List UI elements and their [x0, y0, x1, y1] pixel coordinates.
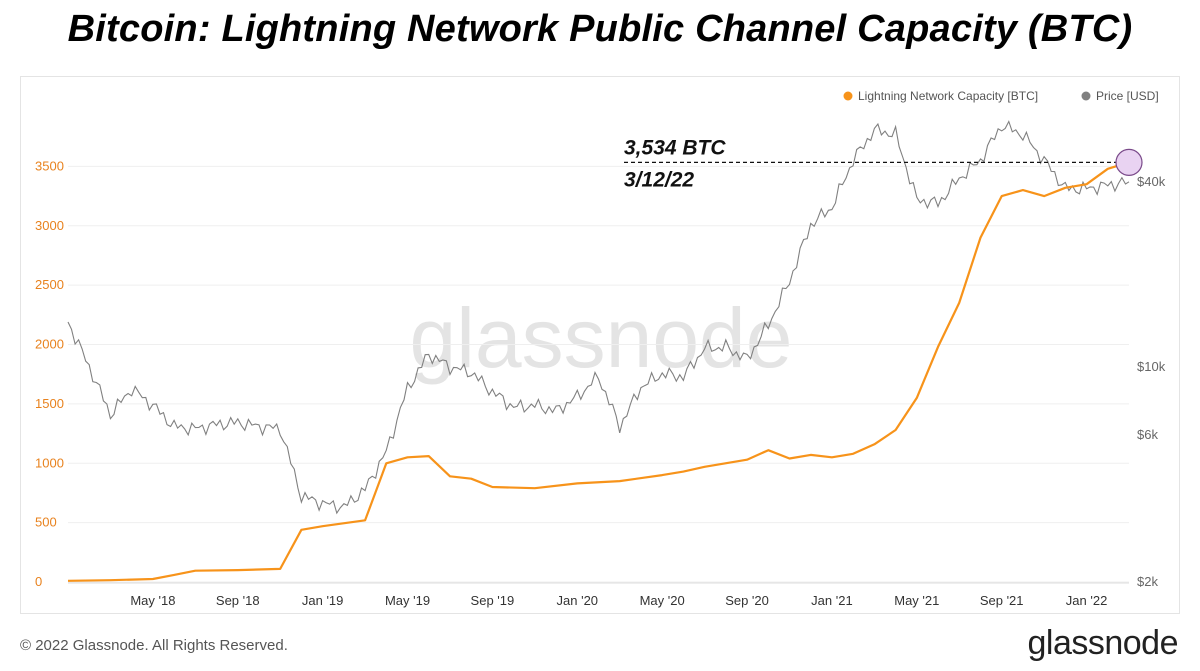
y-right-tick-label: $10k	[1137, 359, 1166, 374]
series-layer	[67, 120, 1130, 582]
annotation-layer: 3,534 BTC 3/12/22	[624, 136, 1143, 191]
x-tick-label: Sep '21	[980, 593, 1024, 608]
annotation-highlight-circle	[1115, 148, 1143, 176]
chart-svg: glassnode 0 500 1000 1500 2000 2500 3000 3500 $2…	[35, 89, 1166, 608]
x-tick-label: Jan '22	[1066, 593, 1108, 608]
capacity-series-line	[67, 161, 1130, 582]
y-left-tick-label: 500	[35, 515, 57, 530]
y-left-tick-label: 1500	[35, 396, 64, 411]
y-right-tick-label: $2k	[1137, 574, 1158, 589]
y-left-tick-label: 2500	[35, 277, 64, 292]
glassnode-logo[interactable]: glassnode	[1027, 624, 1178, 662]
x-tick-label: May '21	[894, 593, 939, 608]
x-tick-label: Sep '19	[471, 593, 515, 608]
x-tick-label: May '18	[130, 593, 175, 608]
price-series-line	[67, 120, 1130, 515]
legend-label-price[interactable]: Price [USD]	[1096, 89, 1159, 103]
chart-title: Bitcoin: Lightning Network Public Channe…	[67, 8, 1133, 50]
legend: Lightning Network Capacity [BTC] Price […	[843, 89, 1159, 103]
y-left-tick-label: 2000	[35, 337, 64, 352]
x-tick-label: May '19	[385, 593, 430, 608]
annotation-date-label: 3/12/22	[624, 168, 694, 191]
y-right-tick-label: $40k	[1137, 174, 1166, 189]
x-tick-label: Jan '19	[302, 593, 344, 608]
axis-layer: 0 500 1000 1500 2000 2500 3000 3500 $2k $6k $10k $4…	[35, 158, 1166, 608]
x-tick-label: May '20	[640, 593, 685, 608]
x-tick-label: Jan '20	[557, 593, 599, 608]
chart-frame: glassnode 0 500 1000 1500 2000 2500 3000 3500 $2…	[20, 76, 1180, 614]
y-left-tick-label: 3000	[35, 218, 64, 233]
footer-copyright: © 2022 Glassnode. All Rights Reserved.	[20, 637, 288, 654]
legend-label-capacity[interactable]: Lightning Network Capacity [BTC]	[858, 89, 1038, 103]
y-left-tick-label: 0	[35, 574, 42, 589]
legend-swatch-capacity	[843, 91, 853, 101]
legend-swatch-price	[1081, 91, 1091, 101]
annotation-value-label: 3,534 BTC	[624, 136, 726, 159]
x-tick-label: Sep '20	[725, 593, 769, 608]
x-tick-label: Jan '21	[811, 593, 853, 608]
x-tick-label: Sep '18	[216, 593, 260, 608]
y-left-tick-label: 1000	[35, 455, 64, 470]
grid-layer	[68, 165, 1129, 583]
watermark: glassnode	[410, 291, 793, 385]
y-left-tick-label: 3500	[35, 158, 64, 173]
y-right-tick-label: $6k	[1137, 427, 1158, 442]
